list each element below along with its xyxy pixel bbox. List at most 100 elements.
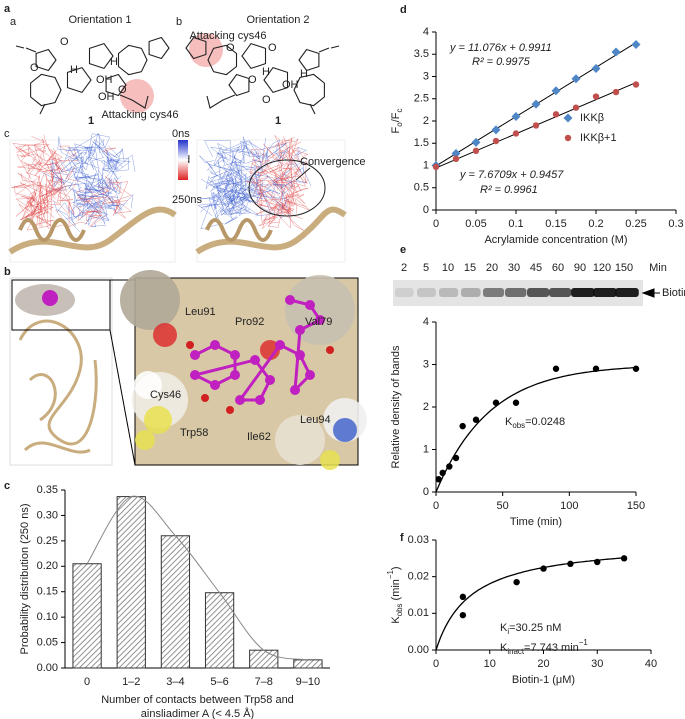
ligand-atom [250,355,260,365]
trajectory [52,176,75,189]
point [452,454,460,462]
trajectory [224,215,238,225]
trajectory [259,164,281,179]
trajectory [266,174,296,194]
point [632,81,640,88]
ligand-atom [295,350,305,360]
y-tick-label: 1 [423,443,429,455]
text-part: K [500,642,508,654]
lane-label: 10 [442,262,454,274]
structure [185,36,340,115]
legend-label: IKKβ+1 [580,132,617,144]
bar [116,496,146,669]
script-text: −1 [579,638,589,647]
colorbar [178,140,188,180]
surface-blob [275,415,325,465]
atom-label: OH [98,91,115,103]
annotation: Kinact=7.743 min−1 [500,638,588,656]
trajectory [20,171,40,183]
x-tick-label: 20 [537,658,549,670]
point [432,163,440,171]
band [505,288,527,297]
trajectory [112,175,122,186]
trajectory [208,198,226,220]
text-part: F [390,126,402,133]
lane-label: 120 [593,262,611,274]
x-tick-label: 0.05 [465,218,486,230]
x-tick-label: 0.3 [668,218,683,230]
x-tick-label: 0.1 [508,218,523,230]
point [452,155,460,163]
script-text: i [507,627,509,636]
panel-label: b [4,266,11,278]
trajectory [242,136,250,157]
attack-label: Attacking cys46 [101,109,178,121]
point [512,130,520,137]
x-tick-label: 0 [433,218,439,230]
script-text: obs [512,421,525,430]
y-tick-label: 2 [423,115,429,127]
trajectory [68,157,85,181]
point [571,74,581,84]
trajectory [223,159,242,178]
point [531,99,541,109]
bar [249,649,279,669]
trajectory [218,177,235,202]
band [549,288,572,297]
annotation: y = 11.076x + 0.9911 [449,42,552,54]
ring [185,36,207,60]
trajectory [226,188,235,203]
attack-label: Attacking cys46 [189,30,266,42]
residue-label: Leu94 [300,414,331,426]
trajectory [56,165,83,187]
trajectory [283,192,296,211]
y-tick-label: 0.25 [37,535,58,547]
ribbon [195,206,347,255]
band [461,288,481,297]
point [435,476,442,483]
trajectory [34,211,54,225]
text-part: K [390,616,402,624]
bar [204,592,235,669]
x-axis-label: ainsliadimer A (< 4.5 Å) [141,707,254,719]
residue-label: Pro92 [235,316,264,328]
trajectory [205,175,222,193]
trajectory [234,148,261,157]
trajectory [289,159,306,189]
y-tick-label: 0.05 [37,636,58,648]
ribbon [205,218,273,242]
ligand-atom [305,300,315,310]
legend-marker [564,134,572,142]
ligand-atom [190,370,200,380]
lane-label: 90 [574,262,586,274]
trajectory [232,187,247,205]
trajectory [30,181,56,200]
point [491,125,501,135]
x-axis-label: Biotin-1 (μM) [512,674,575,686]
trajectory [266,203,295,229]
point [472,147,480,155]
atom-blob [153,323,177,347]
legend-label: IKKβ [580,112,604,124]
trajectory [68,182,97,205]
trajectory [84,182,113,197]
script-text: c [395,109,404,113]
x-tick-label: 0 [84,676,90,688]
trajectory [109,157,129,173]
atom-blob [144,406,172,434]
trajectory [46,175,55,192]
x-tick-label: 5–6 [210,676,228,688]
trajectory [31,191,48,206]
trajectory [73,204,102,222]
x-tick-label: 50 [497,500,509,512]
ligand-atom [285,295,295,305]
trajectory [256,190,276,207]
band [571,288,595,297]
x-tick-label: 0 [433,658,439,670]
trajectory [90,215,106,228]
trajectory [210,168,233,179]
trajectory [222,183,244,195]
trajectory [105,176,132,204]
trajectory [74,174,99,191]
